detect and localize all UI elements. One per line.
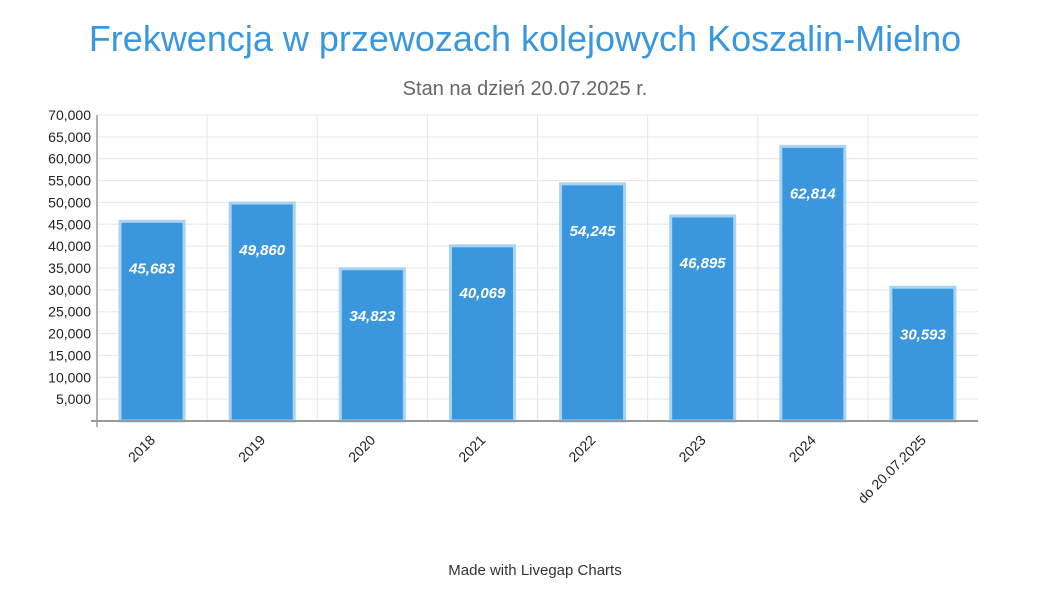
bar-do-20-07-2025 <box>889 285 957 423</box>
data-label: 34,823 <box>349 308 396 325</box>
bar-2021 <box>448 244 516 423</box>
y-tick-label: 70,000 <box>48 107 91 123</box>
y-tick-label: 20,000 <box>48 326 91 342</box>
x-tick-label: 2019 <box>235 432 268 465</box>
data-label: 46,895 <box>679 255 727 272</box>
y-tick-label: 25,000 <box>48 304 91 320</box>
data-label: 45,683 <box>128 260 176 277</box>
axes: 5,000 10,000 15,000 20,000 25,000 30,000 35,00… <box>48 107 978 427</box>
bar-2020 <box>338 267 406 423</box>
y-tick-label: 15,000 <box>48 347 91 363</box>
y-tick-label: 5,000 <box>56 391 91 407</box>
data-label: 54,245 <box>570 223 617 240</box>
y-tick-label: 60,000 <box>48 151 91 167</box>
data-label: 49,860 <box>238 242 286 259</box>
x-tick-label: 2023 <box>675 432 708 465</box>
y-tick-label: 50,000 <box>48 194 91 210</box>
x-tick-label: 2021 <box>455 432 488 465</box>
data-label: 62,814 <box>790 185 837 202</box>
y-tick-label: 45,000 <box>48 216 91 232</box>
chart-subtitle: Stan na dzień 20.07.2025 r. <box>402 78 648 100</box>
data-label: 30,593 <box>900 326 947 343</box>
chart-title: Frekwencja w przewozach kolejowych Kosza… <box>88 18 962 59</box>
footer-credit[interactable]: Made with Livegap Charts <box>448 562 622 579</box>
x-tick-label: do 20.07.2025 <box>854 432 929 507</box>
y-tick-label: 35,000 <box>48 260 91 276</box>
y-tick-label: 65,000 <box>48 129 91 145</box>
y-tick-label: 30,000 <box>48 282 91 298</box>
x-tick-label: 2024 <box>786 432 819 465</box>
bar-2024 <box>779 144 847 423</box>
y-tick-label: 55,000 <box>48 173 91 189</box>
x-tick-label: 2020 <box>345 432 378 465</box>
x-tick-label: 2022 <box>565 432 598 465</box>
bar-2022 <box>559 182 627 423</box>
bar-2023 <box>669 214 737 423</box>
data-label: 40,069 <box>458 285 506 302</box>
bar-2019 <box>228 201 296 423</box>
x-tick-label: 2018 <box>125 432 158 465</box>
y-tick-label: 40,000 <box>48 238 91 254</box>
bar-2018 <box>118 219 186 423</box>
y-tick-label: 10,000 <box>48 369 91 385</box>
